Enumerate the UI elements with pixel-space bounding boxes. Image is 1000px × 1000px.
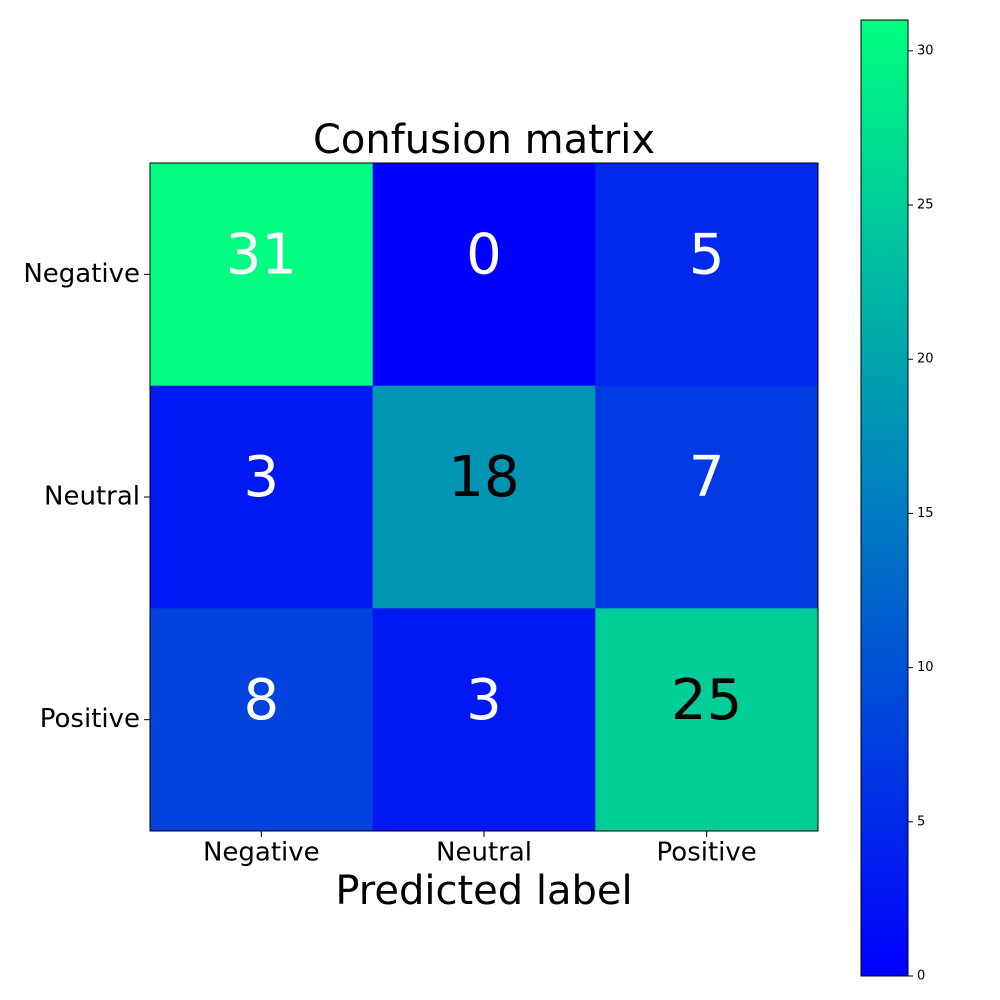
colorbar-tick-label: 20 [917,352,934,367]
colorbar-tick-label: 10 [917,660,934,675]
x-tick-label: Negative [203,838,320,868]
cell [150,163,374,387]
y-axis-label: True label [0,400,9,595]
cell-label: 7 [689,445,725,510]
x-tick-label: Neutral [436,838,532,868]
colorbar-tick-label: 0 [917,969,925,984]
cell-label: 3 [466,668,502,733]
y-tick-label: Negative [23,259,140,289]
cell-label: 8 [244,668,280,733]
cell [372,385,596,609]
cell [150,385,374,609]
cell-label: 18 [448,445,519,510]
cell-label: 0 [466,222,502,287]
colorbar-tick-label: 5 [917,814,925,829]
x-tick-label: Positive [657,838,757,868]
y-tick-label: Positive [40,704,140,734]
colorbar [860,19,909,977]
y-tick-label: Neutral [44,482,140,512]
chart-title: Confusion matrix [313,117,655,163]
cell-label: 5 [689,222,725,287]
cell-label: 31 [226,222,297,287]
cell [595,163,819,387]
cell-label: 3 [244,445,280,510]
cell [372,608,596,832]
cell [150,608,374,832]
cell-label: 25 [671,668,742,733]
cell [595,385,819,609]
colorbar-tick-label: 15 [917,506,934,521]
colorbar-tick-label: 25 [917,198,934,213]
colorbar-tick-label: 30 [917,43,934,58]
cell [595,608,819,832]
x-axis-label: Predicted label [335,868,632,914]
cell [372,163,596,387]
